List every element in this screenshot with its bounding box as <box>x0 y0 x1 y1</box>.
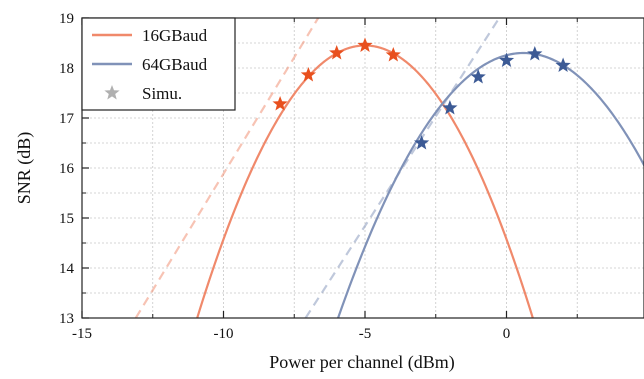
x-tick-label: 0 <box>503 326 511 342</box>
x-tick-label: -15 <box>72 326 92 342</box>
legend-label: 64GBaud <box>142 55 208 74</box>
legend: 16GBaud 64GBaud Simu. <box>81 17 236 111</box>
y-axis-title: SNR (dB) <box>14 132 35 205</box>
simu-star-marker <box>555 57 571 72</box>
x-axis-title: Power per channel (dBm) <box>269 352 454 373</box>
simu-star-marker <box>329 45 345 60</box>
y-tick-label: 19 <box>59 11 74 27</box>
simu-star-marker <box>527 46 543 61</box>
y-tick-label: 18 <box>59 61 74 77</box>
legend-swatch-star <box>104 85 120 100</box>
simu-star-marker <box>498 52 515 67</box>
tick-labels: -15 -10 -5 0 13 14 15 16 17 18 19 <box>59 11 510 342</box>
legend-label: 16GBaud <box>142 26 208 45</box>
simu-star-marker <box>357 37 373 52</box>
x-tick-label: -5 <box>359 326 372 342</box>
y-tick-label: 13 <box>59 311 74 327</box>
x-tick-label: -10 <box>214 326 234 342</box>
simu-star-marker <box>300 67 317 82</box>
simu-star-marker <box>272 96 288 111</box>
legend-label: Simu. <box>142 84 182 103</box>
y-tick-label: 16 <box>59 161 75 177</box>
grid <box>81 17 644 319</box>
series-curve <box>336 51 644 318</box>
y-tick-label: 14 <box>59 261 75 277</box>
simu-star-marker <box>385 47 401 62</box>
simu-star-marker <box>442 100 458 115</box>
simu-star-marker <box>470 69 486 84</box>
y-tick-label: 17 <box>59 111 75 127</box>
y-tick-label: 15 <box>59 211 74 227</box>
simu-star-marker <box>413 135 430 150</box>
simulation-markers <box>272 37 571 150</box>
